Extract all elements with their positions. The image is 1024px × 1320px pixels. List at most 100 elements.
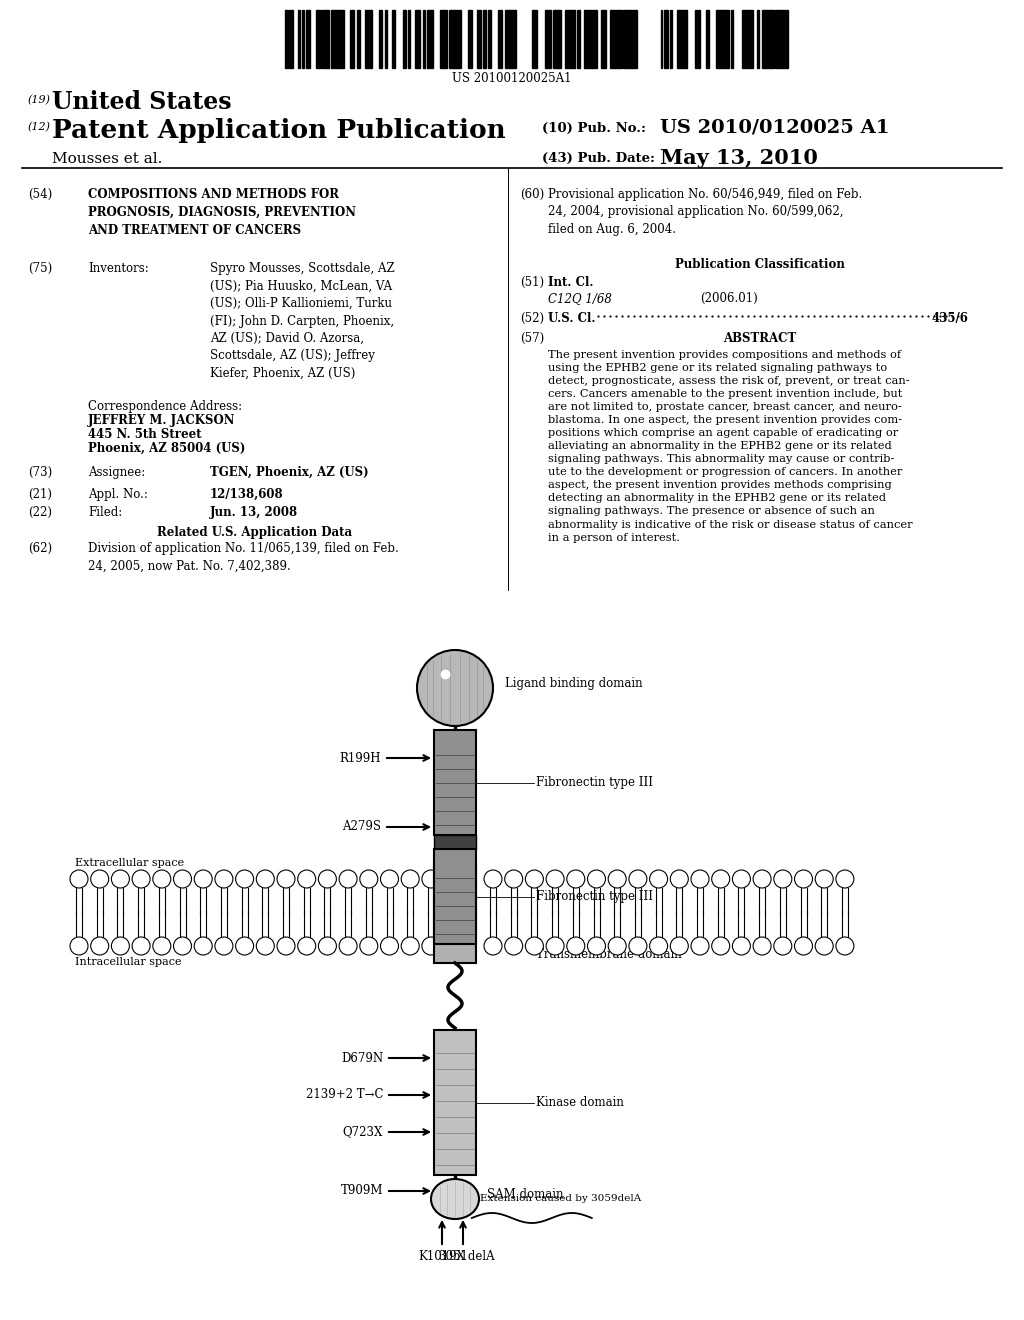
Bar xyxy=(724,11,726,69)
Text: Assignee:: Assignee: xyxy=(88,466,145,479)
Bar xyxy=(670,11,672,69)
Bar xyxy=(454,11,457,69)
Bar xyxy=(393,11,395,69)
Circle shape xyxy=(422,870,440,888)
Circle shape xyxy=(753,870,771,888)
Circle shape xyxy=(484,870,502,888)
Bar xyxy=(350,11,352,69)
Text: A279S: A279S xyxy=(342,821,381,833)
Bar xyxy=(631,11,634,69)
Bar xyxy=(749,11,753,69)
Text: JEFFREY M. JACKSON: JEFFREY M. JACKSON xyxy=(88,414,236,426)
Circle shape xyxy=(795,870,812,888)
Bar xyxy=(285,11,288,69)
Circle shape xyxy=(732,937,751,954)
Bar xyxy=(331,11,336,69)
Circle shape xyxy=(774,870,792,888)
Bar xyxy=(408,11,410,69)
Bar xyxy=(457,11,459,69)
Circle shape xyxy=(691,937,709,954)
Bar xyxy=(404,11,406,69)
Text: T909M: T909M xyxy=(341,1184,383,1197)
Circle shape xyxy=(298,870,315,888)
Bar xyxy=(545,11,547,69)
Bar xyxy=(618,11,620,69)
Circle shape xyxy=(318,937,337,954)
Circle shape xyxy=(836,870,854,888)
Circle shape xyxy=(567,937,585,954)
Text: Related U.S. Application Data: Related U.S. Application Data xyxy=(158,525,352,539)
Circle shape xyxy=(70,870,88,888)
Text: US 20100120025A1: US 20100120025A1 xyxy=(453,73,571,84)
Text: Jun. 13, 2008: Jun. 13, 2008 xyxy=(210,506,298,519)
Bar xyxy=(449,11,454,69)
Bar xyxy=(695,11,696,69)
Text: 2139+2 T→C: 2139+2 T→C xyxy=(305,1089,383,1101)
Bar xyxy=(664,11,665,69)
Bar xyxy=(434,862,476,964)
Circle shape xyxy=(546,870,564,888)
Text: D679N: D679N xyxy=(341,1052,383,1064)
Bar xyxy=(339,11,340,69)
Bar xyxy=(443,11,446,69)
Text: (73): (73) xyxy=(28,466,52,479)
Bar xyxy=(535,11,537,69)
Circle shape xyxy=(712,870,730,888)
Bar xyxy=(427,11,431,69)
Circle shape xyxy=(815,937,834,954)
Text: COMPOSITIONS AND METHODS FOR
PROGNOSIS, DIAGNOSIS, PREVENTION
AND TREATMENT OF C: COMPOSITIONS AND METHODS FOR PROGNOSIS, … xyxy=(88,187,356,238)
Bar xyxy=(384,11,387,69)
Bar xyxy=(681,11,685,69)
Text: 445 N. 5th Street: 445 N. 5th Street xyxy=(88,428,202,441)
Bar xyxy=(629,11,631,69)
Circle shape xyxy=(795,937,812,954)
Circle shape xyxy=(629,937,647,954)
Text: (2006.01): (2006.01) xyxy=(700,292,758,305)
Circle shape xyxy=(215,937,232,954)
Bar xyxy=(478,11,480,69)
Bar xyxy=(298,11,300,69)
Circle shape xyxy=(195,937,212,954)
Circle shape xyxy=(339,870,357,888)
Bar xyxy=(626,11,629,69)
Bar xyxy=(434,836,476,849)
Circle shape xyxy=(629,870,647,888)
Circle shape xyxy=(132,937,151,954)
Bar xyxy=(322,11,324,69)
Bar xyxy=(315,11,319,69)
Circle shape xyxy=(381,870,398,888)
Text: K1019X: K1019X xyxy=(419,1250,466,1263)
Text: R199H: R199H xyxy=(340,751,381,764)
Bar xyxy=(547,11,551,69)
Bar xyxy=(577,11,580,69)
Bar xyxy=(600,11,602,69)
Circle shape xyxy=(815,870,834,888)
Bar xyxy=(745,11,749,69)
Text: Inventors:: Inventors: xyxy=(88,261,148,275)
Text: (12): (12) xyxy=(28,121,51,132)
Text: Division of application No. 11/065,139, filed on Feb.
24, 2005, now Pat. No. 7,4: Division of application No. 11/065,139, … xyxy=(88,543,398,573)
Text: SAM domain: SAM domain xyxy=(487,1188,563,1200)
Bar xyxy=(483,11,485,69)
Circle shape xyxy=(278,937,295,954)
Circle shape xyxy=(753,937,771,954)
Bar xyxy=(289,11,293,69)
Text: Provisional application No. 60/546,949, filed on Feb.
24, 2004, provisional appl: Provisional application No. 60/546,949, … xyxy=(548,187,862,236)
Bar xyxy=(301,11,304,69)
Bar xyxy=(557,11,560,69)
Circle shape xyxy=(91,870,109,888)
Circle shape xyxy=(112,870,129,888)
Bar xyxy=(532,11,535,69)
Bar xyxy=(679,11,681,69)
Text: Phoenix, AZ 85004 (US): Phoenix, AZ 85004 (US) xyxy=(88,442,246,455)
Bar xyxy=(726,11,729,69)
Text: Filed:: Filed: xyxy=(88,506,122,519)
Circle shape xyxy=(732,870,751,888)
Text: (52): (52) xyxy=(520,312,544,325)
Text: May 13, 2010: May 13, 2010 xyxy=(660,148,818,168)
Circle shape xyxy=(525,937,544,954)
Circle shape xyxy=(153,937,171,954)
Circle shape xyxy=(112,937,129,954)
Circle shape xyxy=(608,870,627,888)
Text: (75): (75) xyxy=(28,261,52,275)
